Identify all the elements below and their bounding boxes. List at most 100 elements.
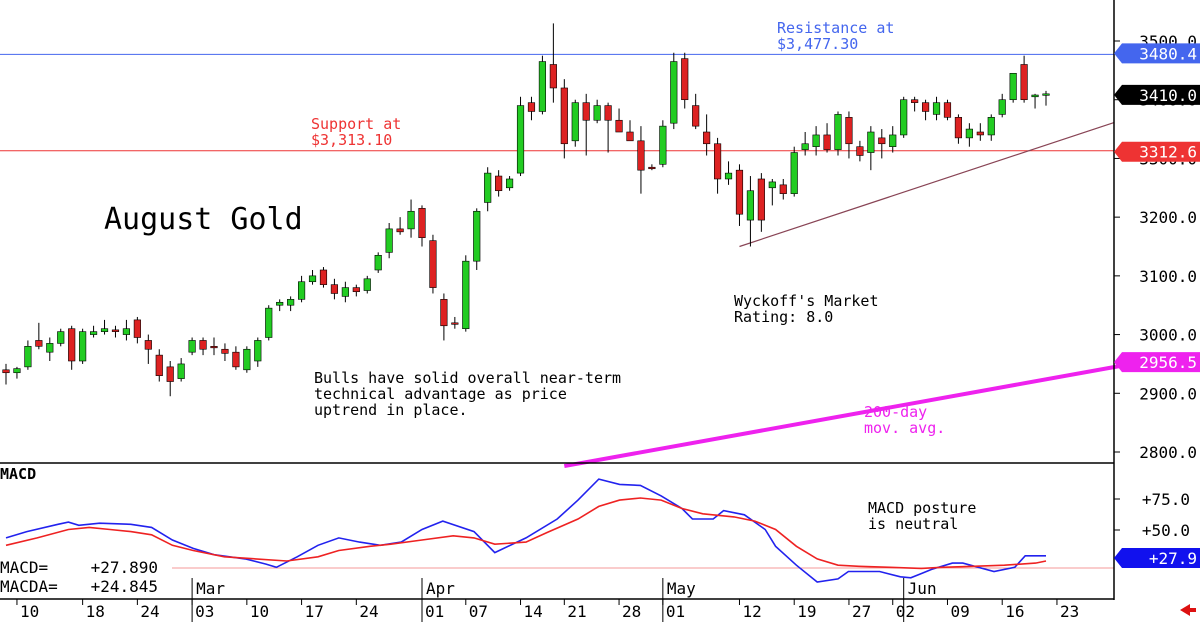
candle-body — [188, 340, 196, 353]
x-tick-label: 12 — [742, 602, 761, 621]
candle-body — [724, 172, 733, 180]
macd-lines — [5, 478, 1047, 583]
last-price-flag-label: 3410.0 — [1139, 86, 1197, 105]
resistance-label: Resistance at — [777, 19, 894, 37]
candle-body — [757, 178, 765, 221]
x-tick-label: 27 — [852, 602, 871, 621]
candle — [221, 343, 229, 361]
candle — [287, 296, 295, 312]
candle — [692, 93, 700, 130]
candle-body — [352, 287, 360, 293]
candle — [100, 319, 109, 335]
month-label: Jun — [908, 579, 937, 598]
x-tick-label: 19 — [797, 602, 816, 621]
chart-title: August Gold — [104, 202, 303, 237]
candle-body — [199, 340, 207, 350]
resistance-flag-label: 3480.4 — [1139, 44, 1197, 63]
x-tick-label: 01 — [425, 602, 444, 621]
candle-body — [13, 368, 21, 374]
ma-label: mov. avg. — [864, 419, 945, 437]
ma-200-line — [563, 359, 1145, 469]
x-tick-label: 07 — [469, 602, 488, 621]
candle — [385, 223, 393, 259]
candle — [779, 178, 787, 200]
macd-y-axis: +75.0 +50.0 — [1114, 490, 1190, 540]
candle-body — [976, 131, 984, 136]
candle-body — [79, 331, 87, 362]
ma-200-flag-label: 2956.5 — [1139, 353, 1197, 372]
candle-body — [330, 284, 339, 294]
candle — [626, 120, 634, 142]
candle — [867, 126, 875, 171]
candle — [89, 325, 98, 338]
candle-body — [276, 301, 284, 306]
x-tick-label: 10 — [250, 602, 269, 621]
candle-body — [648, 166, 656, 170]
candle-body — [89, 331, 98, 335]
candle — [670, 52, 678, 130]
candle-body — [998, 99, 1006, 115]
scroll-left-arrow-tail[interactable] — [1188, 608, 1196, 612]
candle-body — [418, 208, 426, 238]
candle-body — [363, 278, 371, 291]
month-label: Mar — [196, 579, 225, 598]
candle-body — [681, 58, 689, 101]
resistance-label: $3,477.30 — [777, 35, 858, 53]
candle — [133, 316, 141, 344]
candle-body — [144, 340, 152, 350]
candle-body — [626, 131, 634, 142]
candle — [768, 178, 776, 206]
candle — [911, 96, 919, 112]
candle-body — [166, 366, 174, 382]
candle — [987, 114, 995, 141]
candle-body — [867, 131, 875, 153]
scroll-left-arrow-icon[interactable] — [1180, 604, 1190, 616]
axis-value-flags: 3480.4 3410.0 3312.6 2956.5 +27.9 — [1114, 43, 1200, 568]
candle-body — [1042, 93, 1050, 96]
y-tick-label: 2900.0 — [1139, 384, 1197, 403]
candle — [144, 334, 152, 364]
uptrend-line — [739, 121, 1115, 248]
candle — [276, 299, 284, 312]
candle — [440, 293, 448, 341]
candles-layer — [2, 23, 1050, 397]
candle-body — [319, 269, 328, 285]
candle — [516, 96, 525, 177]
candle-body — [254, 340, 262, 362]
candle — [801, 132, 809, 156]
candle-body — [495, 175, 503, 192]
candle — [166, 360, 174, 397]
candle — [79, 328, 87, 364]
candle — [921, 99, 930, 121]
candle — [363, 275, 371, 294]
candle — [648, 164, 656, 171]
candle-body — [560, 87, 568, 145]
candle — [746, 176, 755, 247]
candle-body — [538, 61, 547, 112]
macd-value-flag-label: +27.9 — [1149, 549, 1197, 568]
candle — [889, 126, 897, 153]
candle-body — [46, 343, 54, 353]
candle — [604, 102, 612, 153]
candle-body — [287, 299, 295, 306]
candle-body — [100, 328, 109, 332]
candle — [396, 217, 404, 235]
macd-readout-box — [0, 556, 172, 598]
candle — [24, 340, 32, 370]
candle-body — [856, 146, 864, 156]
candle-body — [243, 348, 251, 371]
candle — [812, 126, 820, 156]
candle-body — [582, 102, 590, 121]
candle-body — [155, 354, 163, 376]
candle-body — [308, 275, 317, 283]
candle — [856, 140, 864, 162]
x-tick-label: 24 — [140, 602, 159, 621]
candle — [330, 278, 339, 300]
candle — [527, 96, 536, 121]
candle — [538, 55, 547, 115]
x-tick-label: 17 — [305, 602, 324, 621]
candle-body — [746, 190, 755, 221]
macda-series-line — [5, 497, 1047, 570]
